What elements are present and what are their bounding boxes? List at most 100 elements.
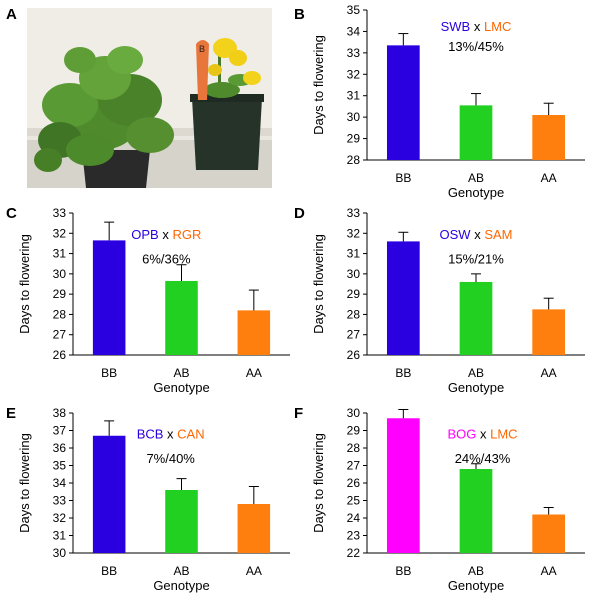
chart-panel-d: D 26 27 28 29 30 31 32 33 Days to flowering BB AB AA… xyxy=(294,205,585,395)
chart-panel-e: E 30 31 32 33 34 35 36 37 38 Days to flowering BB AB… xyxy=(6,405,290,593)
x-tick-label: AA xyxy=(541,564,557,578)
bar-aa xyxy=(237,504,271,553)
panel-letter-f: F xyxy=(294,405,303,422)
y-tick-label: 37 xyxy=(53,424,67,438)
cross-parent-2: SAM xyxy=(484,227,512,242)
panel-letter-e: E xyxy=(6,405,16,422)
y-tick-label: 32 xyxy=(53,226,67,240)
bar-ab xyxy=(165,490,198,553)
x-tick-label: AA xyxy=(246,564,262,578)
effect-annotation: 7%/40% xyxy=(146,451,195,466)
y-tick-label: 34 xyxy=(53,476,67,490)
y-tick-label: 23 xyxy=(347,529,361,543)
y-tick-label: 33 xyxy=(53,494,67,508)
chart-panel-f: F 22 23 24 25 26 27 28 29 30 Days to flowering BB AB… xyxy=(294,405,585,593)
x-tick-label: AA xyxy=(246,366,262,380)
x-tick-label: BB xyxy=(395,366,411,380)
y-tick-label: 32 xyxy=(53,511,67,525)
y-tick-label: 24 xyxy=(347,511,361,525)
effect-annotation: 24%/43% xyxy=(455,451,511,466)
effect-annotation: 6%/36% xyxy=(142,252,191,267)
y-tick-label: 26 xyxy=(347,348,361,362)
bar-bb xyxy=(386,45,420,160)
y-tick-label: 33 xyxy=(347,46,361,60)
y-tick-label: 29 xyxy=(347,424,361,438)
y-tick-label: 38 xyxy=(53,406,67,420)
y-axis-title: Days to flowering xyxy=(311,433,326,533)
effect-annotation: 15%/21% xyxy=(448,252,504,267)
y-tick-label: 35 xyxy=(53,459,67,473)
y-tick-label: 30 xyxy=(53,267,67,281)
right-plant xyxy=(204,38,261,98)
cross-x: x xyxy=(470,19,484,34)
panel-letter-b: B xyxy=(294,6,305,23)
flower-right xyxy=(243,71,261,85)
y-tick-label: 27 xyxy=(347,459,361,473)
y-tick-label: 31 xyxy=(347,247,361,261)
panel-letter-d: D xyxy=(294,205,305,222)
y-tick-label: 32 xyxy=(347,67,361,81)
x-tick-label: BB xyxy=(101,564,117,578)
x-tick-label: BB xyxy=(395,171,411,185)
x-axis-title: Genotype xyxy=(448,185,504,200)
x-tick-label: AB xyxy=(468,366,484,380)
y-axis-title: Days to flowering xyxy=(17,433,32,533)
effect-annotation: 13%/45% xyxy=(448,39,504,54)
x-axis-title: Genotype xyxy=(448,380,504,395)
panel-letter-a: A xyxy=(6,6,17,23)
y-axis-title: Days to flowering xyxy=(311,234,326,334)
plant-label-stake: B xyxy=(196,40,209,100)
cross-x: x xyxy=(476,427,490,442)
y-tick-label: 32 xyxy=(347,226,361,240)
bar-aa xyxy=(532,514,566,553)
bar-aa xyxy=(237,310,271,355)
x-tick-label: AA xyxy=(541,366,557,380)
x-tick-label: AA xyxy=(541,171,557,185)
cross-parent-1: BCB xyxy=(137,427,164,442)
y-tick-label: 34 xyxy=(347,24,361,38)
y-tick-label: 22 xyxy=(347,546,361,560)
y-tick-label: 35 xyxy=(347,3,361,17)
cross-label: SWB x LMC xyxy=(441,19,512,34)
plant-photo: B xyxy=(27,8,272,188)
x-tick-label: AB xyxy=(173,366,189,380)
x-tick-label: BB xyxy=(101,366,117,380)
bar-ab xyxy=(165,280,198,355)
cross-parent-2: LMC xyxy=(490,427,517,442)
x-axis-title: Genotype xyxy=(153,578,209,593)
cross-parent-1: OSW xyxy=(440,227,472,242)
y-tick-label: 33 xyxy=(347,206,361,220)
cross-label: OPB x RGR xyxy=(131,227,201,242)
y-tick-label: 28 xyxy=(347,307,361,321)
y-tick-label: 28 xyxy=(347,441,361,455)
bar-aa xyxy=(532,309,566,355)
cross-label: BOG x LMC xyxy=(447,427,517,442)
y-tick-label: 30 xyxy=(347,110,361,124)
cross-label: BCB x CAN xyxy=(137,427,205,442)
y-tick-label: 28 xyxy=(347,153,361,167)
panel-letter-c: C xyxy=(6,205,17,222)
photo-panel-a: A xyxy=(6,6,272,188)
y-tick-label: 29 xyxy=(347,287,361,301)
y-tick-label: 36 xyxy=(53,441,67,455)
bar-bb xyxy=(386,418,420,553)
y-tick-label: 33 xyxy=(53,206,67,220)
chart-panel-c: C 26 27 28 29 30 31 32 33 Days to flowering BB AB AA… xyxy=(6,205,290,395)
y-tick-label: 26 xyxy=(347,476,361,490)
bar-bb xyxy=(386,241,420,355)
chart-panel-b: B 28 29 30 31 32 33 34 35 Days to flowering BB AB AA… xyxy=(294,3,585,200)
cross-parent-2: LMC xyxy=(484,19,511,34)
x-axis-title: Genotype xyxy=(153,380,209,395)
bar-aa xyxy=(532,115,566,160)
y-tick-label: 27 xyxy=(53,328,67,342)
y-tick-label: 30 xyxy=(347,267,361,281)
left-plant-leaves xyxy=(34,46,174,172)
y-axis-title: Days to flowering xyxy=(311,35,326,135)
y-tick-label: 29 xyxy=(53,287,67,301)
pot-label-text: B xyxy=(199,44,205,54)
y-tick-label: 31 xyxy=(53,529,67,543)
x-tick-label: AB xyxy=(173,564,189,578)
y-tick-label: 28 xyxy=(53,307,67,321)
